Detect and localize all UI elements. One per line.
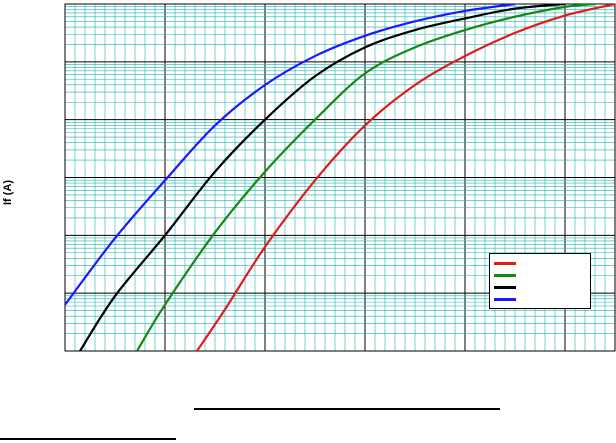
legend-swatch-black [494,286,516,289]
divider-rule [194,408,500,410]
plot-frame [64,3,616,352]
legend-swatch-green [494,274,516,277]
legend-item-green [494,270,584,280]
legend-swatch-red [494,262,516,265]
series-line-0 [196,4,615,351]
grid-layer [64,3,616,352]
series-line-2 [79,4,566,351]
series-line-3 [65,4,516,306]
legend-item-black [494,282,584,292]
legend-swatch-blue [494,298,516,301]
series-line-1 [136,4,596,351]
legend-item-blue [494,294,584,304]
legend-item-red [494,258,584,268]
legend [489,253,591,309]
y-axis-label: If (A) [2,179,14,205]
divider-rule-short [0,438,176,440]
series-layer [65,4,615,351]
